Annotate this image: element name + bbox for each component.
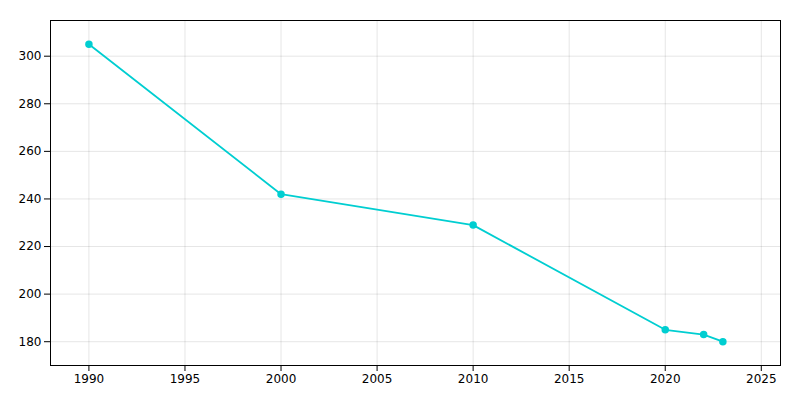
svg-text:180: 180 (19, 335, 42, 349)
svg-text:2010: 2010 (458, 372, 489, 386)
svg-text:1995: 1995 (170, 372, 201, 386)
svg-text:2015: 2015 (554, 372, 585, 386)
svg-text:2000: 2000 (266, 372, 297, 386)
svg-text:2020: 2020 (650, 372, 681, 386)
svg-text:280: 280 (19, 97, 42, 111)
svg-text:260: 260 (19, 144, 42, 158)
svg-text:220: 220 (19, 239, 42, 253)
svg-text:2025: 2025 (746, 372, 777, 386)
svg-text:2005: 2005 (362, 372, 393, 386)
svg-text:1990: 1990 (74, 372, 105, 386)
svg-text:200: 200 (19, 287, 42, 301)
svg-text:300: 300 (19, 49, 42, 63)
svg-text:240: 240 (19, 192, 42, 206)
